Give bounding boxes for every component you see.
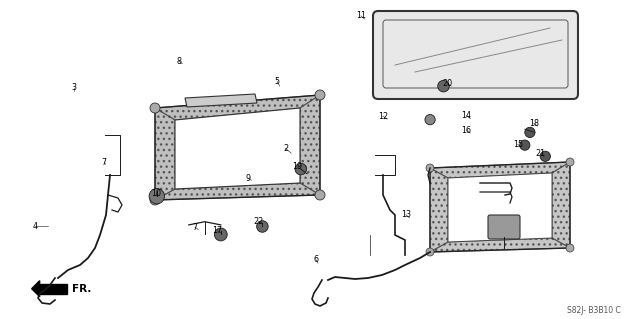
Text: 15: 15 (513, 140, 523, 149)
Circle shape (150, 103, 160, 113)
Circle shape (525, 127, 535, 137)
Text: 11: 11 (356, 11, 366, 20)
Circle shape (214, 228, 227, 241)
Text: 12: 12 (378, 112, 388, 121)
Polygon shape (32, 281, 40, 297)
Circle shape (295, 163, 307, 175)
Polygon shape (185, 94, 257, 107)
Circle shape (540, 151, 550, 161)
Circle shape (566, 244, 574, 252)
Circle shape (520, 140, 530, 150)
Polygon shape (155, 108, 175, 200)
Polygon shape (155, 183, 320, 200)
Polygon shape (175, 108, 300, 189)
Circle shape (426, 248, 434, 256)
Circle shape (566, 158, 574, 166)
Text: 8: 8 (177, 57, 182, 66)
Polygon shape (448, 173, 552, 242)
Polygon shape (430, 162, 570, 178)
Circle shape (149, 189, 164, 204)
Text: 7: 7 (193, 223, 198, 232)
Text: 3: 3 (71, 83, 76, 92)
Text: 13: 13 (401, 210, 411, 219)
Text: 20: 20 (442, 79, 452, 88)
Polygon shape (552, 162, 570, 248)
Text: 2: 2 (283, 144, 288, 153)
Text: 4: 4 (33, 222, 38, 231)
Text: 5: 5 (275, 77, 280, 86)
Text: 9: 9 (246, 174, 251, 183)
Circle shape (426, 164, 434, 172)
Polygon shape (155, 95, 320, 120)
Circle shape (425, 115, 435, 125)
Text: 16: 16 (461, 126, 472, 135)
Circle shape (315, 190, 325, 200)
Text: 21: 21 (535, 149, 545, 158)
Polygon shape (40, 284, 67, 294)
Polygon shape (430, 168, 448, 252)
Text: 6: 6 (314, 256, 319, 264)
Circle shape (438, 80, 449, 92)
FancyBboxPatch shape (373, 11, 578, 99)
Circle shape (150, 195, 160, 205)
Text: 18: 18 (529, 119, 539, 128)
Polygon shape (300, 95, 320, 195)
Text: FR.: FR. (72, 284, 92, 294)
Text: 10: 10 (151, 189, 161, 198)
Text: 17: 17 (212, 226, 223, 235)
Text: 19: 19 (292, 162, 302, 171)
Text: 14: 14 (461, 111, 472, 120)
Circle shape (257, 221, 268, 232)
Text: S82J- B3B10 C: S82J- B3B10 C (567, 306, 621, 315)
Polygon shape (430, 238, 570, 252)
Text: 7: 7 (102, 158, 107, 167)
Text: 22: 22 (253, 217, 264, 226)
FancyBboxPatch shape (488, 215, 520, 239)
Circle shape (315, 90, 325, 100)
